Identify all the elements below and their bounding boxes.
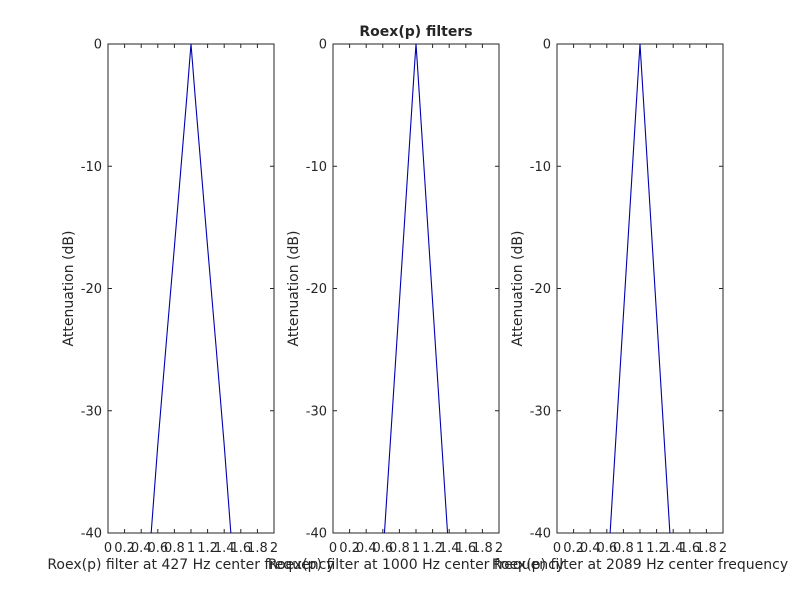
x-tick-label: 0 [553, 541, 561, 556]
y-tick-label: -40 [530, 527, 551, 542]
y-tick-label: -30 [81, 404, 102, 419]
x-tick-label: 0.6 [372, 541, 393, 556]
x-tick-label: 0.2 [339, 541, 360, 556]
x-tick-label: 1.8 [472, 541, 493, 556]
x-tick-label: 0.6 [596, 541, 617, 556]
x-tick-label: 0.8 [389, 541, 410, 556]
x-axis-label: Roex(p) filter at 1000 Hz center frequen… [268, 557, 564, 573]
y-tick-label: 0 [94, 38, 102, 53]
y-axis-label: Attenuation (dB) [510, 231, 526, 347]
x-tick-label: 1.8 [696, 541, 717, 556]
y-axis-label: Attenuation (dB) [61, 231, 77, 347]
chart-title: Roex(p) filters [359, 24, 472, 40]
x-tick-label: 0.8 [164, 541, 185, 556]
y-tick-label: 0 [319, 38, 327, 53]
x-tick-label: 1.6 [455, 541, 476, 556]
y-tick-label: -30 [530, 404, 551, 419]
x-tick-label: 0.2 [563, 541, 584, 556]
x-tick-label: 0 [104, 541, 112, 556]
x-tick-label: 0.4 [580, 541, 601, 556]
x-tick-label: 1.6 [230, 541, 251, 556]
x-tick-label: 1 [412, 541, 420, 556]
x-tick-label: 1.2 [422, 541, 443, 556]
y-tick-label: -10 [81, 160, 102, 175]
x-tick-label: 1 [636, 541, 644, 556]
x-tick-label: 1.4 [214, 541, 235, 556]
subplot-3: 0 0.20.40.60.8 1 1.21.41.61.8 2-40-30-20-100… [492, 38, 788, 574]
x-tick-label: 1 [187, 541, 195, 556]
x-tick-label: 0.2 [114, 541, 135, 556]
y-tick-label: -30 [306, 404, 327, 419]
x-tick-label: 2 [719, 541, 727, 556]
axes-box [332, 43, 500, 534]
x-axis-label: Roex(p) filter at 427 Hz center frequenc… [47, 557, 334, 573]
x-tick-label: 1.2 [646, 541, 667, 556]
x-tick-label: 0 [329, 541, 337, 556]
x-tick-label: 1.6 [679, 541, 700, 556]
x-tick-label: 1.4 [439, 541, 460, 556]
axes-box [107, 43, 275, 534]
x-tick-label: 0.6 [147, 541, 168, 556]
y-tick-label: -40 [81, 527, 102, 542]
y-tick-label: -10 [306, 160, 327, 175]
filter-response-line [609, 43, 671, 534]
x-axis-label: Roex(p) filter at 2089 Hz center frequen… [492, 557, 788, 573]
y-tick-label: 0 [543, 38, 551, 53]
axes-box [556, 43, 724, 534]
filter-response-line [150, 43, 232, 534]
x-tick-label: 2 [495, 541, 503, 556]
y-axis-label: Attenuation (dB) [286, 231, 302, 347]
x-tick-label: 0.4 [356, 541, 377, 556]
subplot-1: 0 0.20.40.60.8 1 1.21.41.61.8 2-40-30-20-100… [47, 38, 334, 574]
y-tick-label: -40 [306, 527, 327, 542]
y-tick-label: -20 [81, 282, 102, 297]
x-tick-label: 0.4 [131, 541, 152, 556]
x-tick-label: 1.4 [663, 541, 684, 556]
x-tick-label: 0.8 [613, 541, 634, 556]
y-tick-label: -10 [530, 160, 551, 175]
x-tick-label: 2 [270, 541, 278, 556]
subplot-2: 0 0.20.40.60.8 1 1.21.41.61.8 2-40-30-20-100… [268, 24, 564, 573]
x-tick-label: 1.2 [197, 541, 218, 556]
x-tick-label: 1.8 [247, 541, 268, 556]
y-tick-label: -20 [306, 282, 327, 297]
filter-response-line [383, 43, 449, 534]
y-tick-label: -20 [530, 282, 551, 297]
